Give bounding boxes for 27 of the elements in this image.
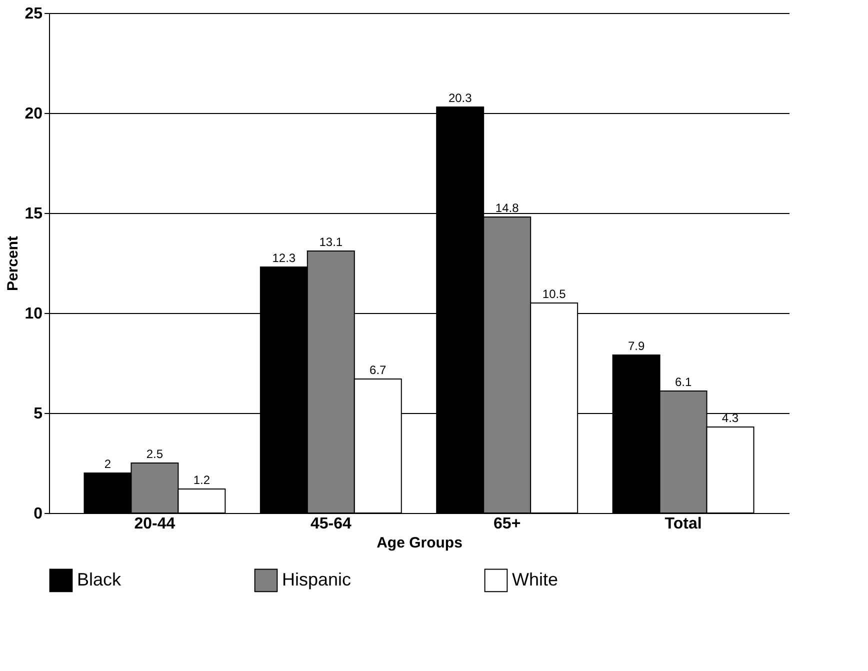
legend-label: Hispanic bbox=[282, 569, 352, 590]
legend-label: White bbox=[512, 569, 558, 590]
data-label: 13.1 bbox=[319, 235, 343, 249]
y-tick-label: 5 bbox=[34, 406, 43, 422]
y-tick-label: 15 bbox=[24, 206, 43, 222]
legend-label: Black bbox=[77, 569, 122, 590]
x-axis-title: Age Groups bbox=[376, 534, 462, 552]
data-label: 14.8 bbox=[495, 201, 520, 215]
y-tick-label: 0 bbox=[34, 506, 43, 522]
data-label: 6.7 bbox=[370, 363, 387, 377]
data-label: 1.2 bbox=[193, 473, 210, 487]
data-label: 2.5 bbox=[146, 447, 164, 461]
x-tick-label: 45-64 bbox=[310, 516, 352, 532]
data-label: 12.3 bbox=[272, 251, 296, 265]
x-tick-label: 20-44 bbox=[134, 516, 176, 532]
y-tick-label: 20 bbox=[24, 106, 43, 122]
y-tick-label: 25 bbox=[24, 6, 43, 22]
data-label: 10.5 bbox=[542, 287, 566, 301]
y-tick-label: 10 bbox=[24, 306, 43, 322]
x-tick-label: Total bbox=[664, 516, 702, 532]
data-label: 7.9 bbox=[628, 339, 645, 353]
data-label: 20.3 bbox=[448, 91, 472, 105]
data-label: 6.1 bbox=[674, 375, 692, 389]
data-label: 2 bbox=[104, 457, 112, 471]
data-label: 4.3 bbox=[722, 411, 739, 425]
x-tick-label: 65+ bbox=[494, 516, 521, 532]
y-axis-title: Percent bbox=[4, 236, 22, 292]
